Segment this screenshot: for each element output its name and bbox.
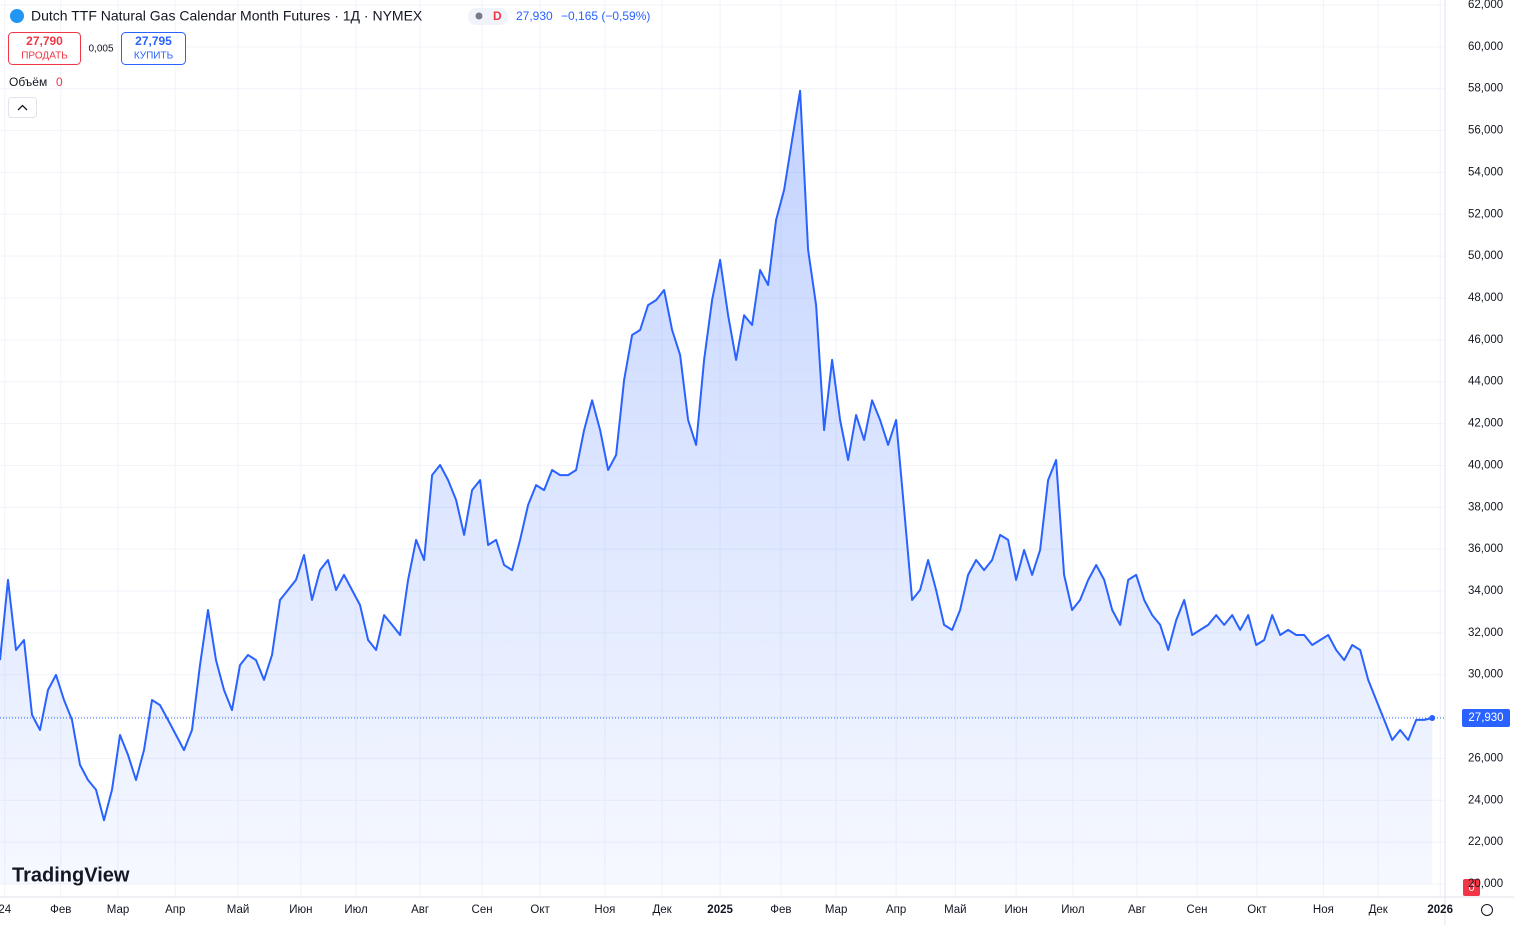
y-tick-label: 32,000 (1468, 627, 1503, 639)
x-tick-label: Сен (472, 904, 493, 916)
collapse-icon (17, 104, 28, 111)
x-tick-label: Май (227, 904, 250, 916)
x-tick-label: Ноя (1313, 904, 1334, 916)
x-tick-label: Июн (1005, 904, 1028, 916)
y-tick-label: 34,000 (1468, 585, 1503, 597)
volume-label: Объём (9, 75, 47, 89)
last-price-label: 27,930 (1468, 712, 1503, 724)
buy-price: 27,795 (135, 34, 172, 48)
x-tick-label: Июл (1061, 904, 1084, 916)
x-tick-label: Авг (411, 904, 429, 916)
y-tick-label: 42,000 (1468, 418, 1503, 430)
y-tick-label: 38,000 (1468, 501, 1503, 513)
x-tick-label: Ноя (594, 904, 615, 916)
last-point (1429, 715, 1436, 722)
logo: TradingView (12, 864, 130, 886)
sell-price: 27,790 (26, 34, 63, 48)
plot (0, 89, 1445, 885)
x-tick-label: Авг (1128, 904, 1146, 916)
symbol-icon (10, 9, 24, 23)
y-tick-label: 60,000 (1468, 41, 1503, 53)
y-tick-label: 24,000 (1468, 794, 1503, 806)
y-tick-label: 20,000 (1468, 878, 1503, 890)
x-tick-label: Мар (107, 904, 130, 916)
sell-label: ПРОДАТЬ (21, 51, 68, 62)
x-tick-label: Окт (530, 904, 550, 916)
x-tick-label: 2026 (1427, 904, 1453, 916)
y-tick-label: 52,000 (1468, 208, 1503, 220)
badge: D (493, 9, 502, 23)
x-tick-label: 2025 (707, 904, 733, 916)
area-fill (0, 90, 1433, 885)
y-tick-label: 40,000 (1468, 459, 1503, 471)
x-tick-label: Фев (770, 904, 791, 916)
y-tick-label: 56,000 (1468, 125, 1503, 137)
status-dot (475, 12, 483, 20)
volume-value: 0 (56, 75, 63, 89)
y-tick-label: 54,000 (1468, 166, 1503, 178)
x-tick-label: Мар (825, 904, 848, 916)
buy-label: КУПИТЬ (134, 51, 174, 62)
sell-button[interactable] (8, 32, 81, 65)
spread: 0,005 (88, 44, 113, 55)
volume-axis-label: 0 (1468, 882, 1474, 894)
price-line (0, 89, 1433, 822)
header-change: −0,165 (−0,59%) (561, 9, 650, 23)
title: Dutch TTF Natural Gas Calendar Month Fut… (31, 8, 423, 24)
y-tick-label: 58,000 (1468, 83, 1503, 95)
y-tick-label: 44,000 (1468, 376, 1503, 388)
y-tick-label: 62,000 (1468, 0, 1503, 11)
y-tick-label: 48,000 (1468, 292, 1503, 304)
header-price: 27,930 (516, 9, 553, 23)
volume-axis-badge (1463, 879, 1480, 896)
settings-icon[interactable] (1481, 904, 1493, 916)
y-tick-label: 46,000 (1468, 334, 1503, 346)
x-tick-label: 24 (0, 904, 12, 916)
x-tick-label: Апр (886, 904, 906, 916)
collapse-button[interactable] (8, 97, 37, 118)
x-tick-label: Фев (50, 904, 71, 916)
x-tick-label: Апр (165, 904, 185, 916)
x-tick-label: Июл (344, 904, 367, 916)
x-tick-label: Окт (1247, 904, 1267, 916)
y-tick-label: 26,000 (1468, 752, 1503, 764)
x-tick-label: Дек (652, 904, 672, 916)
y-tick-label: 22,000 (1468, 836, 1503, 848)
x-tick-label: Июн (289, 904, 312, 916)
x-tick-label: Сен (1186, 904, 1207, 916)
badge-bg (468, 8, 508, 25)
x-tick-label: Дек (1369, 904, 1389, 916)
y-tick-label: 30,000 (1468, 669, 1503, 681)
buy-button[interactable] (121, 32, 186, 65)
x-tick-label: Май (944, 904, 967, 916)
last-price-badge (1462, 709, 1510, 728)
y-tick-label: 50,000 (1468, 250, 1503, 262)
y-tick-label: 36,000 (1468, 543, 1503, 555)
